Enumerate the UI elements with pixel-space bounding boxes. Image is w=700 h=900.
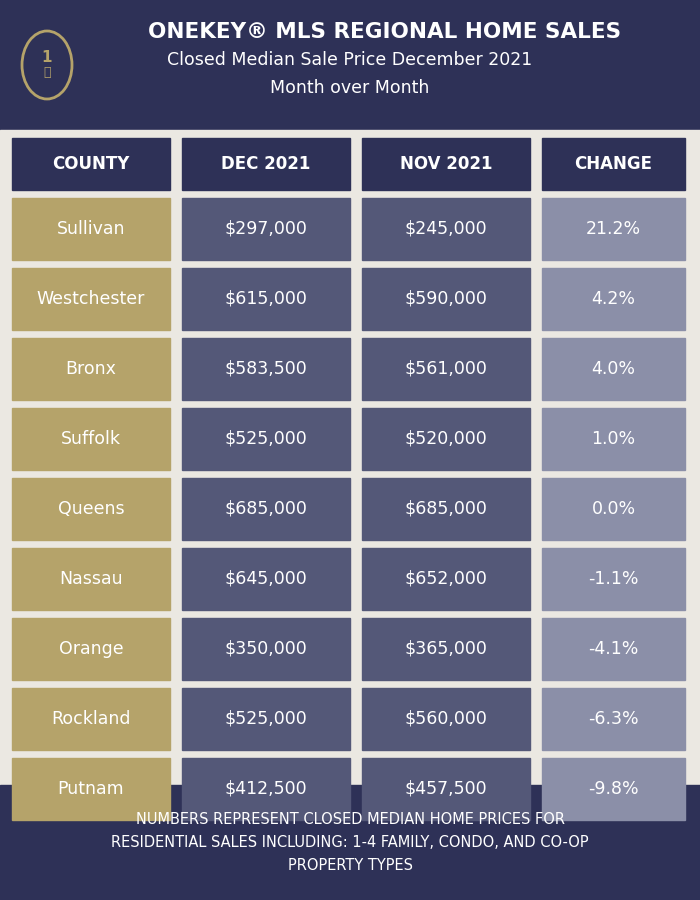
Bar: [362, 758, 530, 820]
Bar: [0, 785, 700, 900]
Text: DEC 2021: DEC 2021: [221, 155, 311, 173]
Bar: [362, 338, 530, 400]
Bar: [182, 688, 350, 750]
Bar: [182, 758, 350, 820]
Bar: [12, 408, 170, 470]
Text: $412,500: $412,500: [225, 780, 307, 798]
Bar: [12, 268, 170, 330]
Bar: [542, 408, 685, 470]
Bar: [362, 198, 530, 260]
Text: $365,000: $365,000: [405, 640, 487, 658]
Bar: [12, 338, 170, 400]
Text: 0.0%: 0.0%: [592, 500, 636, 518]
Text: Orange: Orange: [59, 640, 123, 658]
Text: 21.2%: 21.2%: [586, 220, 641, 238]
Text: Putnam: Putnam: [57, 780, 125, 798]
Text: Closed Median Sale Price December 2021: Closed Median Sale Price December 2021: [167, 51, 533, 69]
Text: $652,000: $652,000: [405, 570, 487, 588]
Text: $245,000: $245,000: [405, 220, 487, 238]
Text: $645,000: $645,000: [225, 570, 307, 588]
Bar: [12, 478, 170, 540]
Text: 4.2%: 4.2%: [592, 290, 636, 308]
Text: $350,000: $350,000: [225, 640, 307, 658]
Bar: [182, 408, 350, 470]
Bar: [362, 138, 530, 190]
Text: ⤵: ⤵: [43, 67, 50, 79]
Text: $561,000: $561,000: [405, 360, 487, 378]
Bar: [182, 618, 350, 680]
Bar: [182, 338, 350, 400]
Text: $297,000: $297,000: [225, 220, 307, 238]
Text: $615,000: $615,000: [225, 290, 307, 308]
Bar: [182, 478, 350, 540]
Text: -1.1%: -1.1%: [588, 570, 638, 588]
Bar: [12, 618, 170, 680]
Bar: [542, 138, 685, 190]
Bar: [542, 618, 685, 680]
Bar: [12, 758, 170, 820]
Text: $583,500: $583,500: [225, 360, 307, 378]
Text: Bronx: Bronx: [66, 360, 116, 378]
Text: -9.8%: -9.8%: [588, 780, 639, 798]
Text: 1.0%: 1.0%: [592, 430, 636, 448]
Text: Rockland: Rockland: [51, 710, 131, 728]
Bar: [362, 548, 530, 610]
Bar: [0, 130, 700, 785]
Text: $560,000: $560,000: [405, 710, 487, 728]
Text: $685,000: $685,000: [225, 500, 307, 518]
Bar: [542, 688, 685, 750]
Text: $590,000: $590,000: [405, 290, 487, 308]
Bar: [362, 268, 530, 330]
Text: $457,500: $457,500: [405, 780, 487, 798]
Bar: [542, 338, 685, 400]
Bar: [362, 618, 530, 680]
Bar: [362, 688, 530, 750]
Bar: [182, 138, 350, 190]
Text: $520,000: $520,000: [405, 430, 487, 448]
Bar: [542, 758, 685, 820]
Text: -4.1%: -4.1%: [588, 640, 638, 658]
Bar: [12, 688, 170, 750]
Bar: [12, 548, 170, 610]
Bar: [182, 548, 350, 610]
Text: Westchester: Westchester: [37, 290, 145, 308]
Bar: [0, 0, 700, 130]
Text: 1: 1: [42, 50, 52, 65]
Bar: [542, 198, 685, 260]
Text: Queens: Queens: [57, 500, 125, 518]
Bar: [182, 268, 350, 330]
Text: Sullivan: Sullivan: [57, 220, 125, 238]
Bar: [362, 478, 530, 540]
Text: ONEKEY® MLS REGIONAL HOME SALES: ONEKEY® MLS REGIONAL HOME SALES: [148, 22, 622, 42]
Text: $525,000: $525,000: [225, 430, 307, 448]
Text: Nassau: Nassau: [60, 570, 122, 588]
Text: Suffolk: Suffolk: [61, 430, 121, 448]
Text: Month over Month: Month over Month: [270, 79, 430, 97]
Bar: [12, 138, 170, 190]
Text: NUMBERS REPRESENT CLOSED MEDIAN HOME PRICES FOR
RESIDENTIAL SALES INCLUDING: 1-4: NUMBERS REPRESENT CLOSED MEDIAN HOME PRI…: [111, 812, 589, 873]
Bar: [362, 408, 530, 470]
Text: COUNTY: COUNTY: [52, 155, 130, 173]
Bar: [542, 268, 685, 330]
Bar: [542, 478, 685, 540]
Bar: [542, 548, 685, 610]
Bar: [12, 198, 170, 260]
Text: NOV 2021: NOV 2021: [400, 155, 492, 173]
Text: $685,000: $685,000: [405, 500, 487, 518]
Text: CHANGE: CHANGE: [575, 155, 652, 173]
Text: 4.0%: 4.0%: [592, 360, 636, 378]
Text: $525,000: $525,000: [225, 710, 307, 728]
Bar: [182, 198, 350, 260]
Text: -6.3%: -6.3%: [588, 710, 639, 728]
